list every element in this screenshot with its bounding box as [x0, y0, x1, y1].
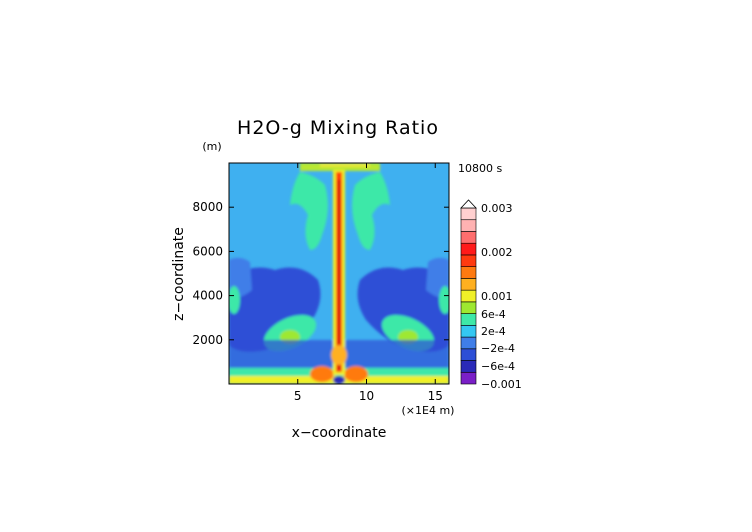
colorbar-tick-label: 0.002 — [481, 246, 513, 259]
colorbar-swatch — [460, 219, 477, 232]
upper-plume-left — [290, 172, 328, 250]
plot-frame — [228, 162, 450, 385]
surface-dip — [333, 376, 345, 384]
surface-core-right — [344, 366, 368, 382]
y-unit-label: (m) — [202, 140, 221, 153]
colorbar-tick-label: −6e-4 — [481, 360, 515, 373]
colorbar-swatch — [460, 207, 477, 221]
x-axis-label: x−coordinate — [292, 425, 387, 441]
axes: 5 10 15 2000 4000 6000 8000 — [192, 163, 449, 403]
heatmap-field — [229, 163, 449, 384]
y-tick-label: 4000 — [192, 289, 223, 303]
colorbar-swatch — [460, 325, 477, 338]
y-tick-label: 2000 — [192, 333, 223, 347]
colorbar-tick-label: 2e-4 — [481, 325, 506, 338]
time-label: 10800 s — [458, 162, 502, 175]
colorbar-swatch — [460, 289, 477, 303]
y-tick-label: 6000 — [192, 244, 223, 258]
colorbar: 0.003 0.002 0.001 6e-4 2e-4 −2e-4 −6e-4 −0.001 — [460, 199, 522, 391]
surface-core-left — [310, 366, 334, 382]
colorbar-extend-arrow — [460, 199, 477, 209]
y-axis-label: z−coordinate — [171, 227, 187, 321]
colorbar-swatch — [460, 360, 477, 373]
x-unit-label: (×1E4 m) — [402, 404, 455, 417]
column-base — [331, 345, 347, 365]
chart-title: H2O-g Mixing Ratio — [237, 117, 439, 139]
x-tick-label: 5 — [294, 389, 302, 403]
colorbar-swatch — [460, 348, 477, 361]
colorbar-tick-label: 6e-4 — [481, 308, 506, 321]
column-centre — [338, 180, 340, 370]
colorbar-swatch — [460, 266, 477, 279]
colorbar-swatch — [460, 371, 477, 385]
edge-lobe-right — [439, 286, 449, 314]
colorbar-swatch — [460, 242, 477, 256]
colorbar-tick-label: −0.001 — [481, 378, 522, 391]
colorbar-tick-label: −2e-4 — [481, 342, 515, 355]
top-moist-layer-core — [320, 163, 370, 167]
y-tick-label: 8000 — [192, 200, 223, 214]
colorbar-tick-label: 0.001 — [481, 290, 513, 303]
colorbar-swatch — [460, 301, 477, 314]
x-tick-label: 15 — [428, 389, 443, 403]
colorbar-swatch — [460, 231, 477, 244]
colorbar-swatch — [460, 336, 477, 350]
colorbar-swatch — [460, 254, 477, 267]
upper-plume-right — [352, 172, 390, 250]
colorbar-swatch — [460, 278, 477, 291]
colorbar-swatch — [460, 313, 477, 326]
colorbar-tick-label: 0.003 — [481, 202, 513, 215]
x-tick-label: 10 — [359, 389, 374, 403]
edge-lobe-left — [229, 286, 240, 314]
